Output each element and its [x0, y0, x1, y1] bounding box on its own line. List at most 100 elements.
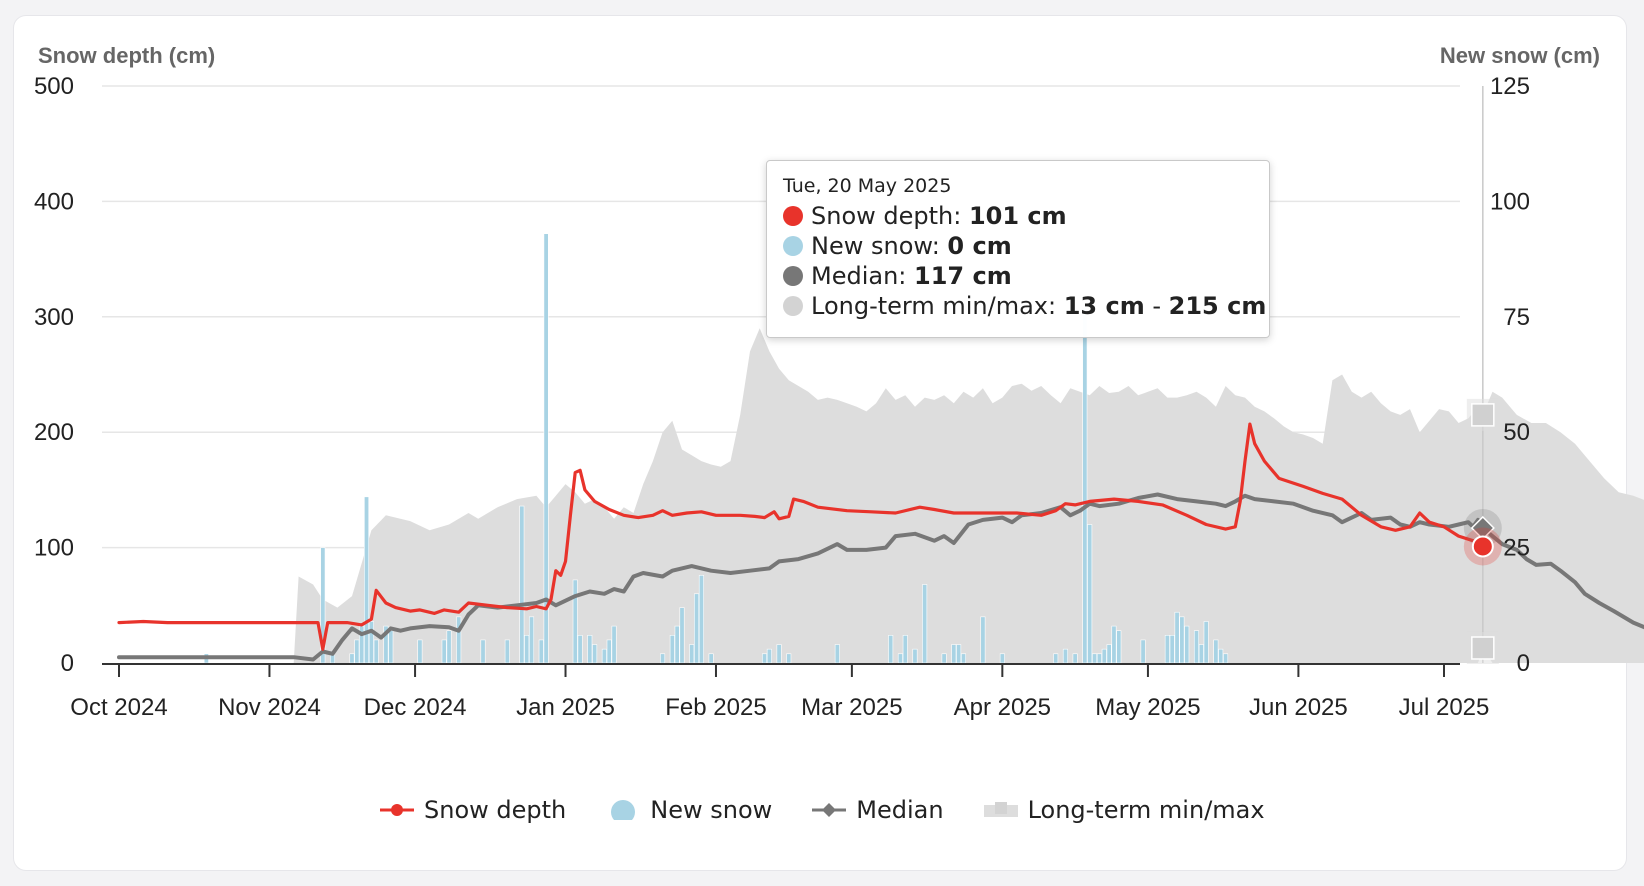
tooltip-label: New snow:: [811, 232, 948, 260]
new-snow-bar: [1184, 625, 1190, 664]
axes: 0 0 100 25 200 50 300 75 400 100 500 125 Oct 2024 Nov…: [34, 73, 1530, 721]
new-snow-bar: [679, 607, 685, 664]
new-snow-dot-icon: [783, 236, 803, 256]
new-snow-bar: [601, 648, 607, 664]
tooltip-separator: -: [1144, 292, 1169, 320]
new-snow-bar: [1198, 644, 1204, 664]
new-snow-bar: [519, 505, 525, 664]
tooltip-value: 0 cm: [947, 232, 1012, 260]
minmax-marker: [1471, 636, 1495, 660]
new-snow-legend-icon: [611, 800, 636, 820]
hover-markers: [1463, 86, 1502, 664]
snow-depth-dot-icon: [783, 206, 803, 226]
minmax-legend-icon: [983, 802, 1018, 817]
new-snow-bar: [373, 639, 379, 664]
new-snow-bar: [364, 496, 370, 664]
new-snow-bar: [606, 639, 612, 664]
y-left-tick-label: 100: [34, 535, 74, 562]
y-left-tick-label: 400: [34, 188, 74, 215]
new-snow-bar: [1111, 625, 1117, 664]
new-snow-bar: [1203, 621, 1209, 664]
legend-item-median[interactable]: Median: [812, 796, 944, 824]
tooltip-label: Snow depth:: [811, 202, 969, 230]
new-snow-bar: [951, 644, 957, 664]
tooltip-value: 215 cm: [1168, 292, 1267, 320]
x-tick-label: Jun 2025: [1249, 694, 1348, 721]
median-line: [117, 492, 1644, 662]
new-snow-bar: [694, 593, 700, 664]
new-snow-bar: [572, 579, 578, 664]
legend-label: Long-term min/max: [1027, 796, 1265, 824]
y-left-tick-label: 300: [34, 304, 74, 331]
y-right-axis-title: New snow (cm): [1440, 43, 1600, 68]
new-snow-bar: [689, 644, 695, 664]
tooltip-row-snow-depth: Snow depth: 101 cm: [783, 201, 1253, 231]
new-snow-bar: [354, 639, 360, 664]
y-right-tick-label: 50: [1503, 419, 1530, 446]
new-snow-bar: [1053, 653, 1059, 664]
new-snow-bar: [980, 616, 986, 664]
new-snow-bar: [417, 639, 423, 664]
new-snow-bar: [1106, 644, 1112, 664]
minmax-dot-icon: [783, 296, 803, 316]
new-snow-bar: [1072, 653, 1078, 664]
median-legend-icon: [812, 803, 847, 817]
new-snow-bar: [388, 630, 394, 664]
tooltip-date: Tue, 20 May 2025: [783, 175, 952, 197]
tooltip-row-new-snow: New snow: 0 cm: [783, 231, 1253, 261]
legend: Snow depth New snow Median Long-term min…: [380, 793, 1265, 827]
y-left-tick-label: 200: [34, 419, 74, 446]
new-snow-bar: [669, 635, 675, 664]
legend-label: Snow depth: [424, 796, 567, 824]
legend-label: Median: [856, 796, 944, 824]
new-snow-bar: [587, 635, 593, 664]
new-snow-bar: [912, 648, 918, 664]
new-snow-bar: [368, 621, 374, 664]
new-snow-bar: [1213, 639, 1219, 664]
legend-item-minmax[interactable]: Long-term min/max: [983, 796, 1265, 824]
x-tick-label: May 2025: [1095, 694, 1200, 721]
new-snow-bar: [834, 644, 840, 664]
y-right-tick-label: 75: [1503, 304, 1530, 331]
new-snow-bar: [922, 584, 928, 664]
y-left-tick-label: 500: [34, 73, 74, 100]
x-tick-label: Feb 2025: [665, 694, 766, 721]
new-snow-bar: [999, 653, 1005, 664]
y-right-tick-label: 100: [1490, 188, 1530, 215]
legend-item-new-snow[interactable]: New snow: [606, 796, 772, 824]
legend-item-snow-depth[interactable]: Snow depth: [380, 796, 566, 824]
y-right-tick-label: 125: [1490, 73, 1530, 100]
y-right-tick-label: 0: [1517, 650, 1530, 677]
new-snow-bar: [1062, 648, 1068, 664]
median-dot-icon: [783, 266, 803, 286]
new-snow-bar: [1218, 648, 1224, 664]
new-snow-bar: [1092, 653, 1098, 664]
new-snow-bar: [776, 644, 782, 664]
legend-label: New snow: [650, 796, 773, 824]
x-tick-label: Mar 2025: [801, 694, 902, 721]
new-snow-bar: [592, 644, 598, 664]
new-snow-bar: [446, 630, 452, 664]
new-snow-bar: [961, 653, 967, 664]
tooltip-row-minmax: Long-term min/max: 13 cm - 215 cm: [783, 291, 1266, 321]
x-tick-label: Nov 2024: [218, 694, 321, 721]
snow-depth-marker: [1471, 535, 1494, 558]
new-snow-bar: [941, 653, 947, 664]
tooltip: Tue, 20 May 2025 Snow depth: 101 cm New …: [766, 160, 1270, 338]
new-snow-bar: [1169, 635, 1175, 664]
new-snow-bar: [441, 639, 447, 664]
minmax-range-area: [119, 328, 1644, 663]
tooltip-label: Long-term min/max:: [811, 292, 1064, 320]
new-snow-bar: [762, 653, 768, 664]
new-snow-bar: [1223, 653, 1229, 664]
series-lines: [117, 422, 1644, 662]
new-snow-bar: [480, 639, 486, 664]
tooltip-value: 101 cm: [968, 202, 1067, 230]
new-snow-bars: [203, 233, 1229, 664]
new-snow-bar: [1101, 648, 1107, 664]
y-left-tick-label: 0: [61, 650, 74, 677]
minmax-area: [119, 328, 1644, 663]
new-snow-bar: [538, 639, 544, 664]
snow-depth-legend-icon: [380, 804, 414, 816]
